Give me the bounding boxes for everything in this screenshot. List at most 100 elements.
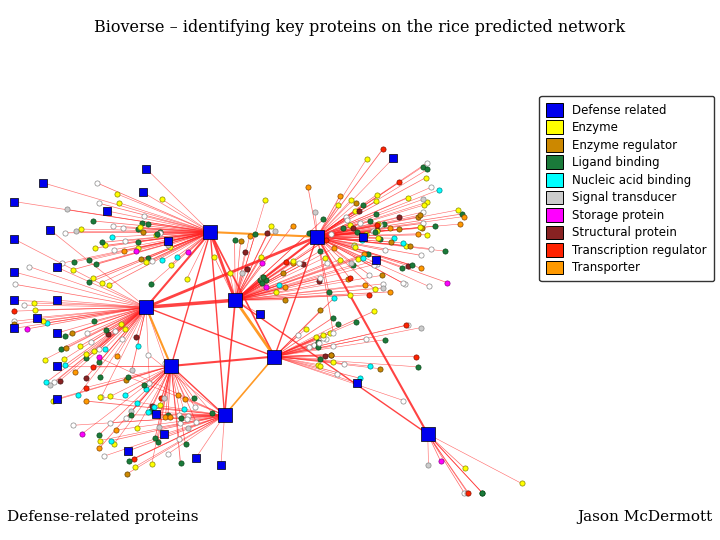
Point bbox=[367, 226, 379, 235]
Point bbox=[94, 393, 106, 401]
Point bbox=[132, 244, 144, 252]
Point bbox=[417, 195, 428, 204]
Point bbox=[123, 457, 135, 465]
Point bbox=[140, 258, 152, 267]
Point bbox=[68, 258, 80, 266]
Point bbox=[421, 198, 433, 207]
Point bbox=[325, 230, 337, 239]
Point bbox=[131, 399, 143, 407]
Point bbox=[361, 154, 372, 163]
Text: Bioverse – identifying key proteins on the rice predicted network: Bioverse – identifying key proteins on t… bbox=[94, 19, 626, 36]
Point bbox=[516, 479, 527, 488]
Point bbox=[60, 343, 71, 352]
Point bbox=[208, 252, 220, 261]
Point bbox=[364, 271, 375, 279]
Point bbox=[325, 350, 336, 359]
Point bbox=[87, 217, 99, 225]
Point bbox=[96, 238, 108, 247]
Point bbox=[9, 320, 20, 328]
Point bbox=[319, 253, 330, 262]
Point bbox=[304, 342, 315, 351]
Point bbox=[55, 344, 67, 353]
Point bbox=[378, 220, 390, 229]
Point bbox=[334, 192, 346, 200]
Point bbox=[182, 411, 194, 420]
Point bbox=[454, 220, 466, 228]
Point bbox=[138, 212, 149, 220]
Point bbox=[163, 241, 174, 250]
Point bbox=[91, 178, 102, 187]
Point bbox=[163, 413, 175, 422]
Point bbox=[270, 288, 282, 296]
Point bbox=[126, 366, 138, 375]
Point bbox=[9, 197, 20, 206]
Point bbox=[349, 243, 361, 252]
Point bbox=[313, 339, 325, 347]
Point bbox=[371, 220, 382, 229]
Point bbox=[327, 342, 338, 350]
Point bbox=[376, 271, 387, 280]
Point bbox=[334, 255, 346, 264]
Point bbox=[87, 363, 99, 372]
Point bbox=[145, 406, 157, 415]
Point bbox=[162, 411, 174, 420]
Point bbox=[344, 274, 356, 283]
Point bbox=[315, 306, 326, 315]
Point bbox=[315, 362, 326, 370]
Point bbox=[51, 329, 63, 338]
Point bbox=[120, 414, 132, 423]
Point bbox=[143, 220, 154, 228]
Point bbox=[60, 332, 71, 341]
Point bbox=[294, 258, 305, 267]
Point bbox=[94, 373, 106, 381]
Point bbox=[182, 423, 194, 432]
Point bbox=[229, 236, 240, 245]
Point bbox=[145, 280, 156, 288]
Point bbox=[73, 390, 84, 399]
Point bbox=[164, 243, 176, 252]
Point bbox=[372, 259, 383, 268]
Point bbox=[40, 378, 52, 387]
Point bbox=[400, 280, 411, 288]
Point bbox=[260, 276, 271, 285]
Point bbox=[401, 241, 413, 250]
Point bbox=[135, 254, 147, 263]
Point bbox=[314, 354, 325, 363]
Point bbox=[151, 230, 163, 239]
Point bbox=[118, 246, 130, 255]
Point bbox=[146, 402, 158, 410]
Point bbox=[70, 227, 81, 236]
Point bbox=[224, 269, 235, 278]
Point bbox=[423, 461, 434, 469]
Point bbox=[333, 201, 344, 210]
Point bbox=[327, 313, 338, 322]
Point bbox=[402, 321, 414, 329]
Point bbox=[415, 251, 426, 260]
Point bbox=[148, 402, 159, 411]
Point bbox=[89, 317, 100, 326]
Point bbox=[144, 379, 156, 388]
Point bbox=[293, 331, 305, 340]
Point bbox=[90, 260, 102, 269]
Point bbox=[351, 318, 362, 326]
Point bbox=[163, 449, 174, 458]
Point bbox=[94, 444, 105, 453]
Point bbox=[30, 306, 41, 314]
Point bbox=[393, 213, 405, 221]
Point bbox=[277, 268, 289, 277]
Point bbox=[125, 410, 136, 419]
Point bbox=[80, 383, 91, 392]
Point bbox=[429, 222, 441, 231]
Point bbox=[348, 241, 360, 250]
Point bbox=[9, 317, 20, 326]
Point bbox=[257, 273, 269, 281]
Point bbox=[44, 381, 55, 389]
Point bbox=[108, 245, 120, 254]
Point bbox=[174, 410, 185, 419]
Point bbox=[374, 364, 386, 373]
Point bbox=[320, 235, 332, 244]
Point bbox=[24, 262, 35, 271]
Point bbox=[171, 252, 182, 261]
Point bbox=[190, 418, 202, 427]
Point bbox=[146, 459, 158, 468]
